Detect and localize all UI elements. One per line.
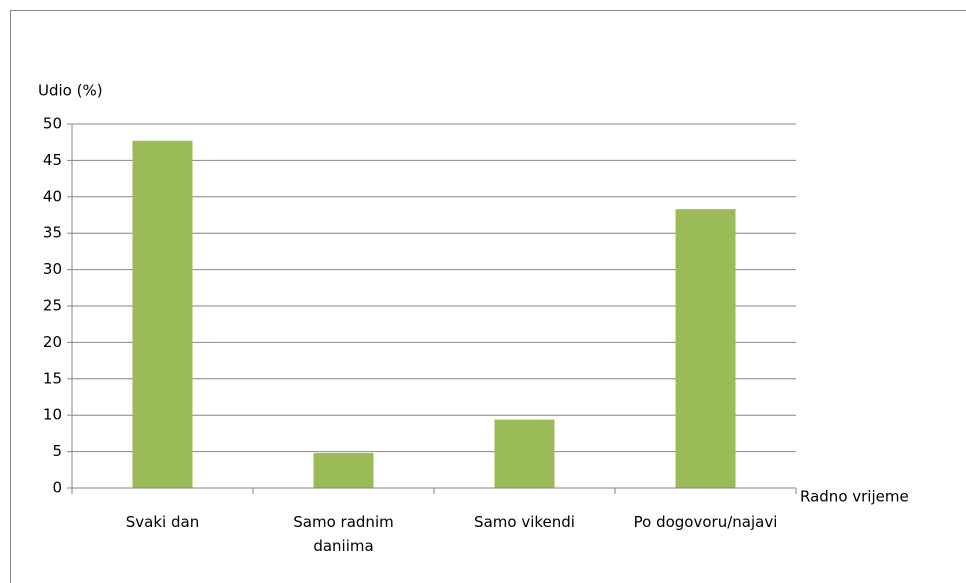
bar	[313, 453, 374, 488]
y-tick-label: 15	[43, 369, 62, 387]
x-tick-label: Po dogovoru/najavi	[633, 513, 778, 531]
y-tick-label: 20	[43, 333, 62, 351]
y-tick-label: 40	[43, 187, 62, 205]
x-axis-title: Radno vrijeme	[800, 488, 909, 506]
chart-border	[10, 10, 966, 583]
y-tick-label: 5	[52, 442, 62, 460]
y-tick-label: 35	[43, 224, 62, 242]
bar	[675, 209, 736, 488]
y-tick-label: 10	[43, 406, 62, 424]
y-tick-label: 50	[43, 115, 62, 133]
y-tick-label: 45	[43, 151, 62, 169]
y-axis-title: Udio (%)	[38, 82, 103, 100]
x-tick-label: Svaki dan	[125, 513, 200, 531]
bar	[494, 419, 555, 488]
bar	[132, 140, 193, 488]
y-tick-label: 25	[43, 297, 62, 315]
x-tick-label: Samo radnim daniima	[293, 513, 394, 555]
x-tick-label: Samo vikendi	[474, 513, 575, 531]
y-tick-label: 30	[43, 260, 62, 278]
y-tick-label: 0	[52, 479, 62, 497]
